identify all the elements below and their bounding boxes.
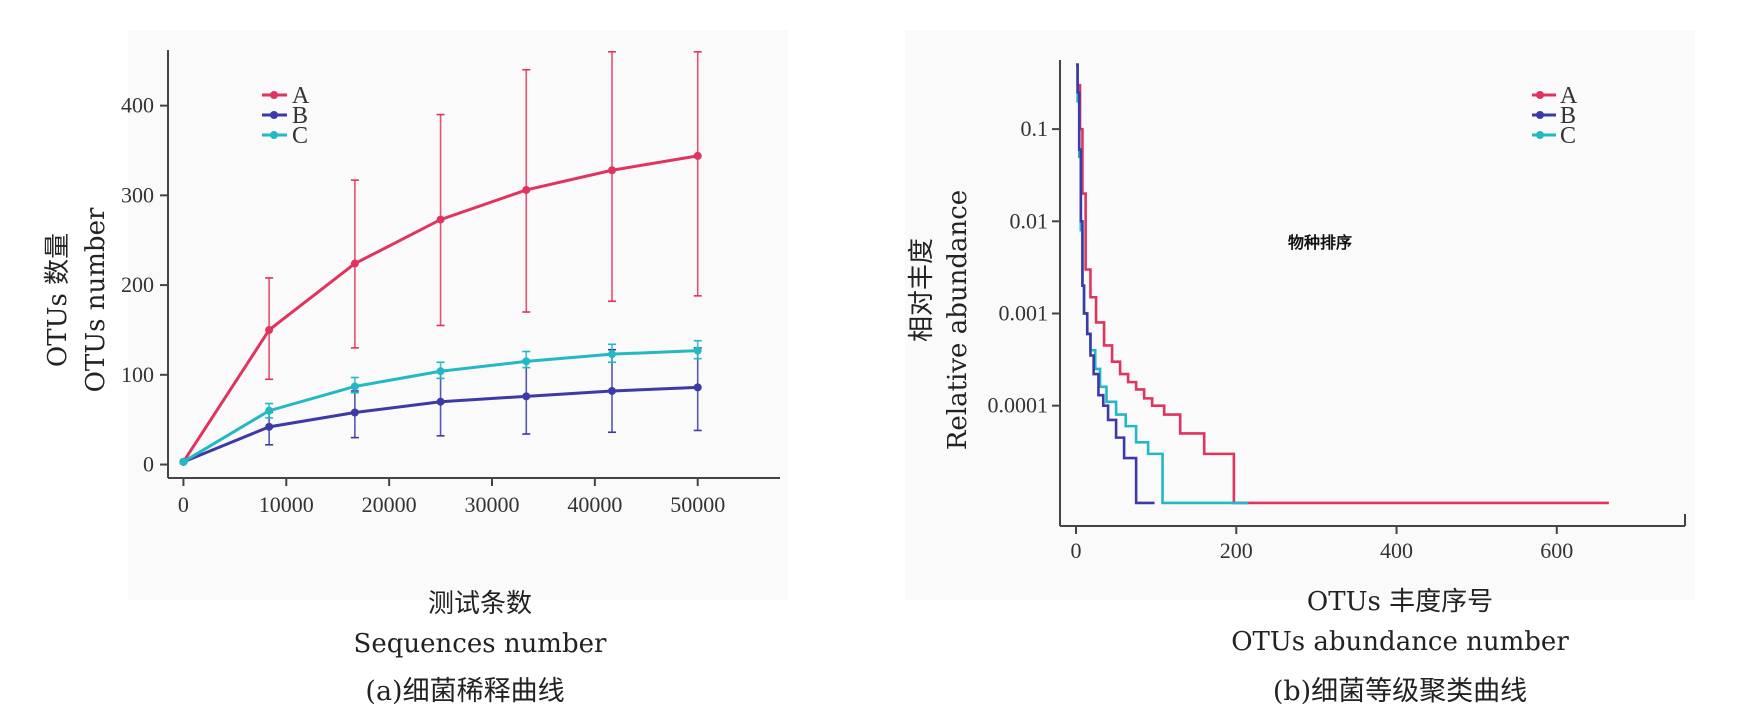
panel-a-background bbox=[128, 30, 788, 600]
y-tick-label: 0.001 bbox=[999, 300, 1049, 325]
x-tick-label: 20000 bbox=[362, 492, 417, 517]
y-tick-label: 0.1 bbox=[1021, 116, 1049, 141]
panel-a-caption: (a)细菌稀释曲线 bbox=[365, 676, 564, 707]
panel-b-legend: ABC bbox=[1532, 83, 1578, 149]
data-point-A bbox=[436, 215, 445, 224]
y-tick-label: 200 bbox=[121, 272, 154, 297]
legend-marker-A bbox=[1536, 91, 1544, 99]
y-tick-label: 300 bbox=[121, 182, 154, 207]
panel-b-ylabel-cn: 相对丰度 bbox=[907, 238, 937, 342]
legend-marker-A bbox=[270, 91, 278, 99]
data-point-B bbox=[265, 422, 274, 431]
legend-marker-C bbox=[270, 131, 278, 139]
legend-marker-B bbox=[270, 111, 278, 119]
data-point-C bbox=[522, 357, 531, 366]
panel-b-axes: 0.1 0.01 0.001 0.0001 0 200 400 600 bbox=[988, 60, 1686, 563]
data-point-C bbox=[350, 382, 359, 391]
panel-b-annotation: 物种排序 bbox=[1288, 233, 1352, 252]
panel-b-background bbox=[905, 30, 1695, 600]
y-tick-label: 0 bbox=[143, 452, 154, 477]
y-tick-label: 0.01 bbox=[1010, 208, 1049, 233]
panel-a-xlabel-cn: 测试条数 bbox=[428, 589, 532, 619]
panel-a-ylabel-en: OTUs number bbox=[81, 207, 111, 392]
legend-marker-B bbox=[1536, 111, 1544, 119]
data-point-C bbox=[265, 406, 274, 415]
panel-b-xlabel-en: OTUs abundance number bbox=[1231, 627, 1569, 657]
data-point-B bbox=[522, 392, 531, 401]
panel-b-ylabel-en: Relative abundance bbox=[943, 190, 973, 450]
data-point-B bbox=[350, 408, 359, 417]
panel-b-xlabel-cn: OTUs 丰度序号 bbox=[1307, 587, 1493, 617]
series-line-B bbox=[1076, 63, 1155, 505]
data-point-A bbox=[693, 151, 702, 160]
data-point-A bbox=[350, 259, 359, 268]
x-tick-label: 0 bbox=[178, 492, 189, 517]
y-tick-label: 400 bbox=[121, 93, 154, 118]
data-point-C bbox=[608, 350, 617, 359]
legend-label-A: A bbox=[1560, 83, 1578, 109]
legend-marker-C bbox=[1536, 131, 1544, 139]
data-point-A bbox=[522, 185, 531, 194]
legend-label-B: B bbox=[1560, 103, 1576, 129]
data-point-C bbox=[693, 346, 702, 355]
data-point-C bbox=[179, 457, 188, 466]
x-tick-label: 40000 bbox=[567, 492, 622, 517]
data-point-A bbox=[608, 166, 617, 175]
legend-label-C: C bbox=[1560, 123, 1576, 149]
legend-label-B: B bbox=[292, 103, 308, 129]
x-tick-label: 0 bbox=[1071, 538, 1082, 563]
data-point-C bbox=[436, 367, 445, 376]
x-tick-label: 200 bbox=[1220, 538, 1253, 563]
y-tick-label: 0.0001 bbox=[988, 393, 1049, 418]
panel-a-series bbox=[179, 151, 702, 466]
panel-a-legend: ABC bbox=[262, 83, 310, 149]
data-point-A bbox=[265, 325, 274, 334]
x-tick-label: 10000 bbox=[259, 492, 314, 517]
legend-label-A: A bbox=[292, 83, 310, 109]
y-tick-label: 100 bbox=[121, 362, 154, 387]
panel-b-series bbox=[1076, 63, 1609, 505]
panel-a-xlabel-en: Sequences number bbox=[354, 629, 607, 659]
panel-b-caption: (b)细菌等级聚类曲线 bbox=[1273, 676, 1527, 707]
x-tick-label: 400 bbox=[1380, 538, 1413, 563]
x-tick-label: 600 bbox=[1540, 538, 1573, 563]
x-tick-label: 50000 bbox=[670, 492, 725, 517]
panel-a-errorbars bbox=[265, 50, 702, 446]
legend-label-C: C bbox=[292, 123, 308, 149]
data-point-B bbox=[436, 397, 445, 406]
panel-a-axes: 0 100 200 300 400 0 10000 20000 30000 40000 50000 bbox=[121, 50, 780, 517]
panel-b: 0.1 0.01 0.001 0.0001 0 200 400 600 ABC 物种排序 OT… bbox=[905, 30, 1695, 707]
data-point-B bbox=[693, 383, 702, 392]
series-line-A bbox=[1076, 63, 1609, 505]
x-tick-label: 30000 bbox=[465, 492, 520, 517]
data-point-B bbox=[608, 386, 617, 395]
panel-a-ylabel-cn: OTUs 数量 bbox=[43, 233, 73, 367]
